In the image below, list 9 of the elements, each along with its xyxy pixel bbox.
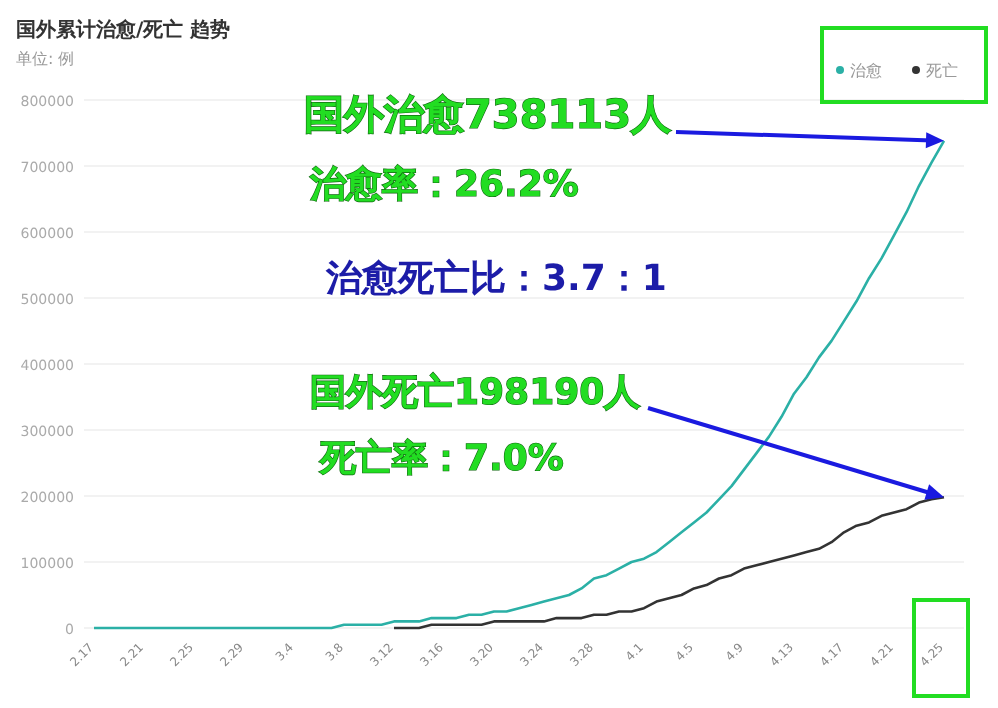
legend-label: 死亡 bbox=[926, 62, 958, 80]
annotation: 国外治愈738113人 bbox=[304, 90, 673, 138]
annotation: 国外死亡198190人 bbox=[310, 372, 643, 414]
annotation: 死亡率：7.0% bbox=[318, 438, 564, 480]
annotation: 治愈死亡比：3.7：1 bbox=[324, 258, 667, 300]
legend-label: 治愈 bbox=[850, 62, 882, 80]
chart-title: 国外累计治愈/死亡 趋势 bbox=[16, 18, 231, 42]
annotation: 治愈率：26.2% bbox=[308, 164, 579, 206]
y-axis-title: 单位: 例 bbox=[16, 50, 75, 68]
